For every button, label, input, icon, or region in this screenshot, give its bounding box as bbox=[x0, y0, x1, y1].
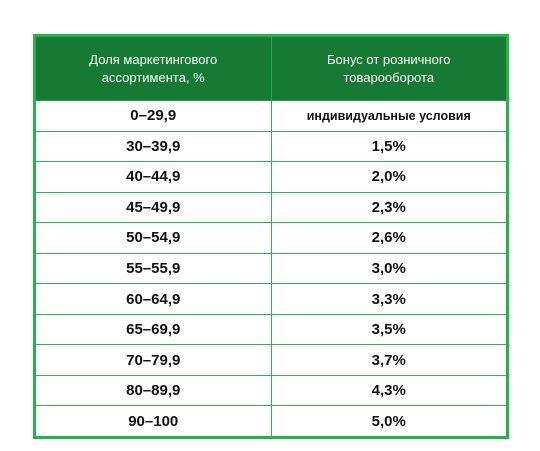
share-range-cell: 70–79,9 bbox=[126, 351, 181, 369]
table-row: 60–64,9 3,3% bbox=[36, 284, 506, 315]
share-range-cell: 30–39,9 bbox=[126, 137, 181, 155]
bonus-cell: 5,0% bbox=[270, 406, 507, 437]
header-share-assortment: Доля маркетингового ассортимента, % bbox=[89, 51, 218, 85]
share-range-cell: 65–69,9 bbox=[126, 321, 181, 339]
bonus-cell: 2,0% bbox=[270, 162, 507, 192]
bonus-cell: 3,7% bbox=[270, 345, 507, 375]
table-row: 55–55,9 3,0% bbox=[36, 253, 507, 285]
share-range-cell: 45–49,9 bbox=[126, 198, 181, 216]
bonus-cell: индивидуальные условия bbox=[270, 101, 507, 131]
bonus-cell: 3,3% bbox=[270, 284, 507, 314]
share-range-cell: 90–100 bbox=[128, 412, 179, 430]
table-row: 40–44,9 2,0% bbox=[36, 162, 506, 193]
bonus-cell: 2,6% bbox=[270, 223, 507, 253]
table-row: 50–54,9 2,6% bbox=[36, 223, 506, 254]
table-row: 70–79,9 3,7% bbox=[36, 345, 506, 376]
bonus-table: Доля маркетингового ассортимента, % Бону… bbox=[33, 34, 509, 439]
bonus-cell: 3,0% bbox=[270, 253, 507, 284]
table-row: 45–49,9 2,3% bbox=[36, 192, 507, 224]
table-body: 0–29,9 индивидуальные условия 30–39,9 1,… bbox=[36, 101, 507, 437]
share-range-cell: 60–64,9 bbox=[126, 290, 181, 308]
share-range-cell: 55–55,9 bbox=[126, 260, 181, 277]
bonus-cell: 1,5% bbox=[270, 131, 507, 162]
share-range-cell: 50–54,9 bbox=[126, 229, 181, 247]
share-range-cell: 0–29,9 bbox=[130, 107, 177, 125]
bonus-cell: 2,3% bbox=[270, 192, 507, 223]
table-row: 80–89,9 4,3% bbox=[36, 375, 507, 407]
table-header-row: Доля маркетингового ассортимента, % Бону… bbox=[36, 37, 506, 101]
table-row: 30–39,9 1,5% bbox=[36, 131, 507, 163]
bonus-cell: 3,5% bbox=[270, 314, 507, 345]
bonus-cell: 4,3% bbox=[270, 375, 507, 406]
table-row: 65–69,9 3,5% bbox=[36, 314, 507, 346]
share-range-cell: 40–44,9 bbox=[126, 168, 181, 186]
header-retail-bonus: Бонус от розничного товарооборота bbox=[270, 37, 507, 100]
table-row: 90–100 5,0% bbox=[36, 406, 507, 437]
table-row: 0–29,9 индивидуальные условия bbox=[36, 101, 506, 132]
share-range-cell: 80–89,9 bbox=[126, 382, 181, 400]
